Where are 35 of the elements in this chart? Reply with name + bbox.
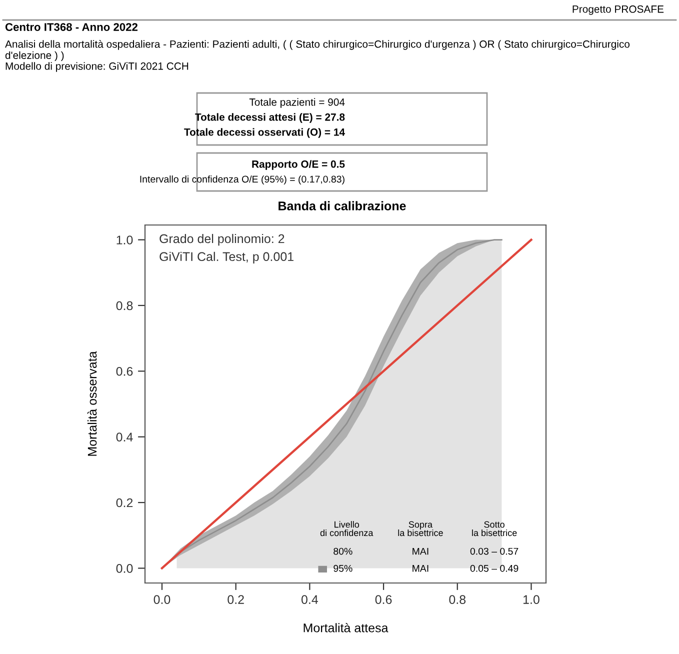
annotation: Grado del polinomio: 2 [160,234,284,246]
text: Progetto PROSAFE [572,5,664,15]
y-tick-label: 0.4 [116,432,133,442]
text: Banda di calibrazione [278,201,406,210]
y-tick-label: 0.2 [116,498,133,508]
x-axis-title: Mortalità attesa [304,622,388,632]
y-tick-label: 0.8 [116,301,133,310]
annotation: Sopra la bisettrice [398,521,443,536]
annotation: 80% [334,548,352,555]
annotation: Sotto la bisettrice [472,521,517,536]
annotation: 0.05 – 0.49 [470,564,518,572]
annotation: Livello di confidenza [320,521,374,536]
text: Rapporto O/E = 0.5 [252,160,345,170]
text: Totale pazienti = 904 [249,98,345,108]
legend-label: 95% [334,564,352,572]
annotation: MAI [412,548,428,555]
chart-title: Centro IT368 - Anno 2022 [5,23,138,31]
x-tick-label: 0.0 [154,595,170,604]
y-axis-title: Mortalità osservata [87,351,97,456]
text: Totale decessi attesi (E) = 27.8 [195,113,345,123]
x-tick-label: 0.8 [449,595,466,604]
x-tick-label: 0.2 [228,595,244,604]
y-tick-label: 1.0 [116,236,133,244]
x-tick-label: 1.0 [523,595,540,604]
annotation: MAI [412,565,428,572]
annotation: GiViTI Cal. Test, p 0.001 [160,252,294,264]
annotation: 0.03 – 0.57 [470,548,518,555]
y-tick-label: 0.0 [116,564,133,573]
text: Intervallo di confidenza O/E (95%) = (0.17,0.83) [140,175,344,185]
chart-subtitle: Analisi della mortalità ospedaliera - Pazienti: Pazienti adulti, ( ( Stato chirurgico=Chirurgico d'urgenza ) OR ( Stato chirurgico=Chirurgico d'elezione ) ) [5,40,630,62]
x-tick-label: 0.6 [375,595,392,604]
y-tick-label: 0.6 [116,366,133,376]
text: Totale decessi osservati (O) = 14 [184,128,345,138]
text: Modello di previsione: GiViTI 2021 CCH [6,62,188,72]
x-tick-label: 0.4 [301,595,318,604]
